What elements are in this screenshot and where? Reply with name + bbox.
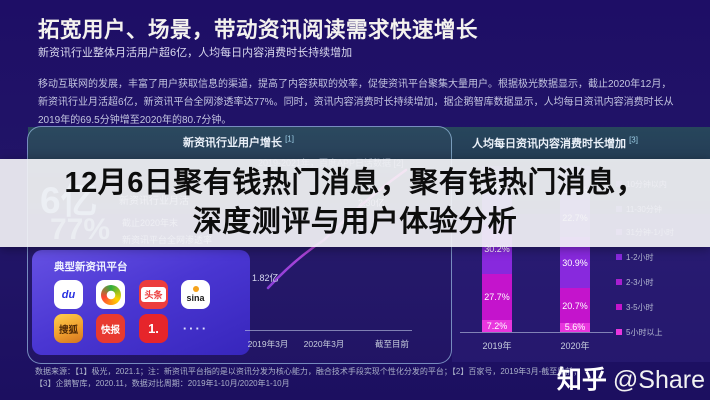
bar-segment: 5.6% (560, 322, 590, 332)
page-subtitle: 新资讯行业整体月活用户超6亿，人均每日内容消费时长持续增加 (38, 47, 353, 59)
legend-item: 2-3小时 (616, 278, 706, 288)
x-tick-label: 截至目前 (374, 339, 409, 349)
footnote-line2: 【3】企鹅智库，2020.11，数据对比周期：2019年1-10月/2020年1… (35, 378, 290, 388)
headline-banner-text: 12月6日聚有钱热门消息，聚有钱热门消息，深度测评与用户体验分析 (64, 167, 646, 238)
right-chart-title-text: 人均每日资讯内容消费时长增加 (472, 138, 626, 150)
left-chart-title-ref: [1] (285, 134, 294, 144)
left-chart-title-text: 新资讯行业用户增长 (183, 137, 282, 149)
data-source-footnote: 数据来源：【1】极光，2021.1；注：新资讯平台指的是以资讯分发为核心能力，融… (35, 366, 645, 389)
legend-swatch (616, 304, 622, 310)
legend-swatch (616, 254, 622, 260)
watermark-handle: @Share (612, 366, 705, 394)
legend-swatch (616, 279, 622, 285)
platform-card: 典型新资讯平台 du 头条 sina 搜狐 快报 1. ···· (32, 250, 250, 355)
platform-card-title: 典型新资讯平台 (54, 261, 128, 273)
platform-icon-toutiao: 头条 (139, 280, 168, 309)
platform-icon-more: ···· (182, 321, 209, 336)
platform-icon-sohu: 搜狐 (54, 314, 83, 343)
legend-item: 3-5小时 (616, 303, 706, 313)
legend-item: 5小时以上 (616, 328, 706, 338)
line-point-label: 1.82亿 (252, 273, 279, 283)
right-chart-title-ref: [3] (629, 135, 638, 145)
bar-segment: 27.7% (482, 274, 512, 321)
platform-icon-kuaibao: 快报 (96, 314, 125, 343)
bar-segment: 20.7% (560, 288, 590, 323)
left-chart-title: 新资讯行业用户增长 [1] (183, 134, 294, 150)
platform-icon-baidu: du (54, 280, 83, 309)
left-chart-x-axis (245, 330, 412, 331)
page-title: 拓宽用户、场景，带动资讯阅读需求快速增长 (38, 18, 479, 42)
platform-icon-sina: sina (181, 280, 210, 309)
headline-banner: 12月6日聚有钱热门消息，聚有钱热门消息，深度测评与用户体验分析 (0, 159, 710, 247)
watermark-brand: 知乎 (556, 366, 607, 394)
platform-icon-tencent (96, 280, 125, 309)
bar-segment: 7.2% (482, 320, 512, 332)
x-tick-label: 2020年3月 (303, 339, 345, 349)
bar-category-label: 2020年 (560, 341, 590, 351)
legend-swatch (616, 329, 622, 335)
bar-category-label: 2019年 (482, 341, 512, 351)
right-chart-title: 人均每日资讯内容消费时长增加 [3] (472, 135, 638, 151)
legend-item: 1-2小时 (616, 253, 706, 263)
x-tick-label: 2019年3月 (247, 339, 289, 349)
right-chart-x-axis (460, 332, 613, 333)
platform-icon-yidian: 1. (139, 314, 168, 343)
body-paragraph: 移动互联网的发展，丰富了用户获取信息的渠道，提高了内容获取的效率，促使资讯平台聚… (38, 79, 674, 126)
footnote-line1: 数据来源：【1】极光，2021.1；注：新资讯平台指的是以资讯分发为核心能力，融… (35, 367, 582, 376)
watermark: 知乎 @Share (545, 360, 705, 396)
